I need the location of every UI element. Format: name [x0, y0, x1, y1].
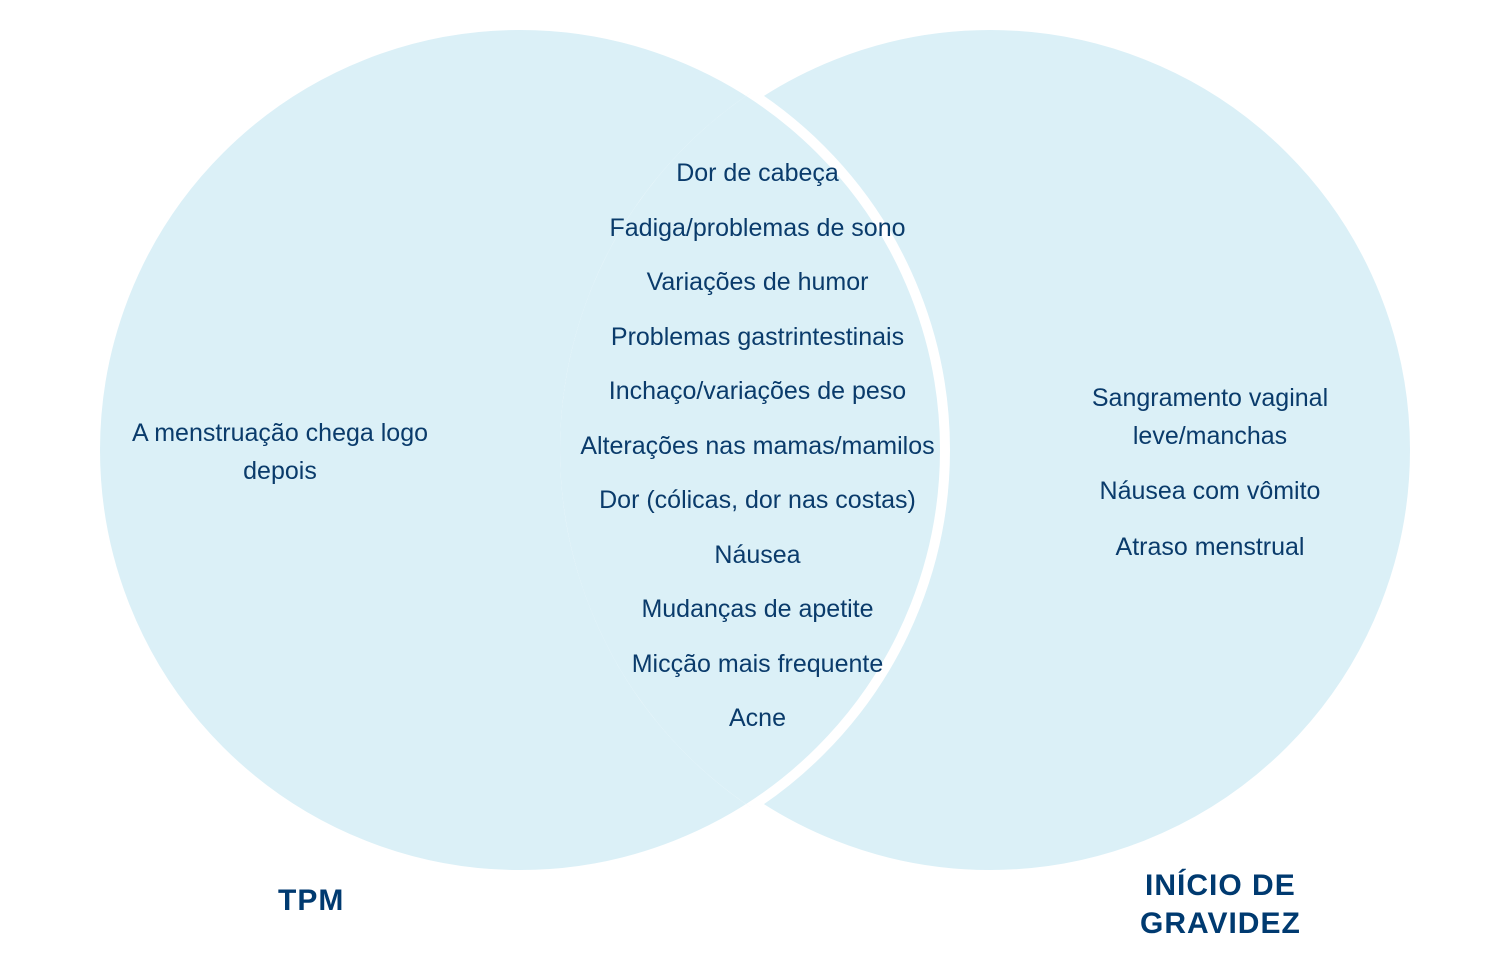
- intersection-item: Dor de cabeça: [470, 155, 1045, 193]
- right-item: Náusea com vômito: [1040, 473, 1380, 511]
- intersection-item: Náusea: [470, 537, 1045, 575]
- left-only-text: A menstruação chega logo depois: [130, 415, 430, 490]
- right-label-line2: GRAVIDEZ: [1140, 907, 1301, 940]
- intersection-item: Mudanças de apetite: [470, 591, 1045, 629]
- intersection-item: Dor (cólicas, dor nas costas): [470, 482, 1045, 520]
- left-item: A menstruação chega logo depois: [130, 415, 430, 490]
- intersection-item: Micção mais frequente: [470, 646, 1045, 684]
- intersection-item: Alterações nas mamas/mamilos: [470, 428, 1045, 466]
- venn-diagram: A menstruação chega logo depois Dor de c…: [0, 0, 1500, 974]
- right-only-text: Sangramento vaginal leve/manchas Náusea …: [1040, 380, 1380, 584]
- intersection-item: Inchaço/variações de peso: [470, 373, 1045, 411]
- right-label-line1: INÍCIO DE: [1145, 869, 1296, 902]
- intersection-item: Problemas gastrintestinais: [470, 319, 1045, 357]
- intersection-text: Dor de cabeça Fadiga/problemas de sono V…: [470, 155, 1045, 755]
- right-circle-label: INÍCIO DE GRAVIDEZ: [1140, 867, 1301, 942]
- left-circle-label: TPM: [278, 884, 344, 918]
- intersection-item: Acne: [470, 700, 1045, 738]
- right-item: Atraso menstrual: [1040, 529, 1380, 567]
- right-item: Sangramento vaginal leve/manchas: [1040, 380, 1380, 455]
- intersection-item: Variações de humor: [470, 264, 1045, 302]
- intersection-item: Fadiga/problemas de sono: [470, 210, 1045, 248]
